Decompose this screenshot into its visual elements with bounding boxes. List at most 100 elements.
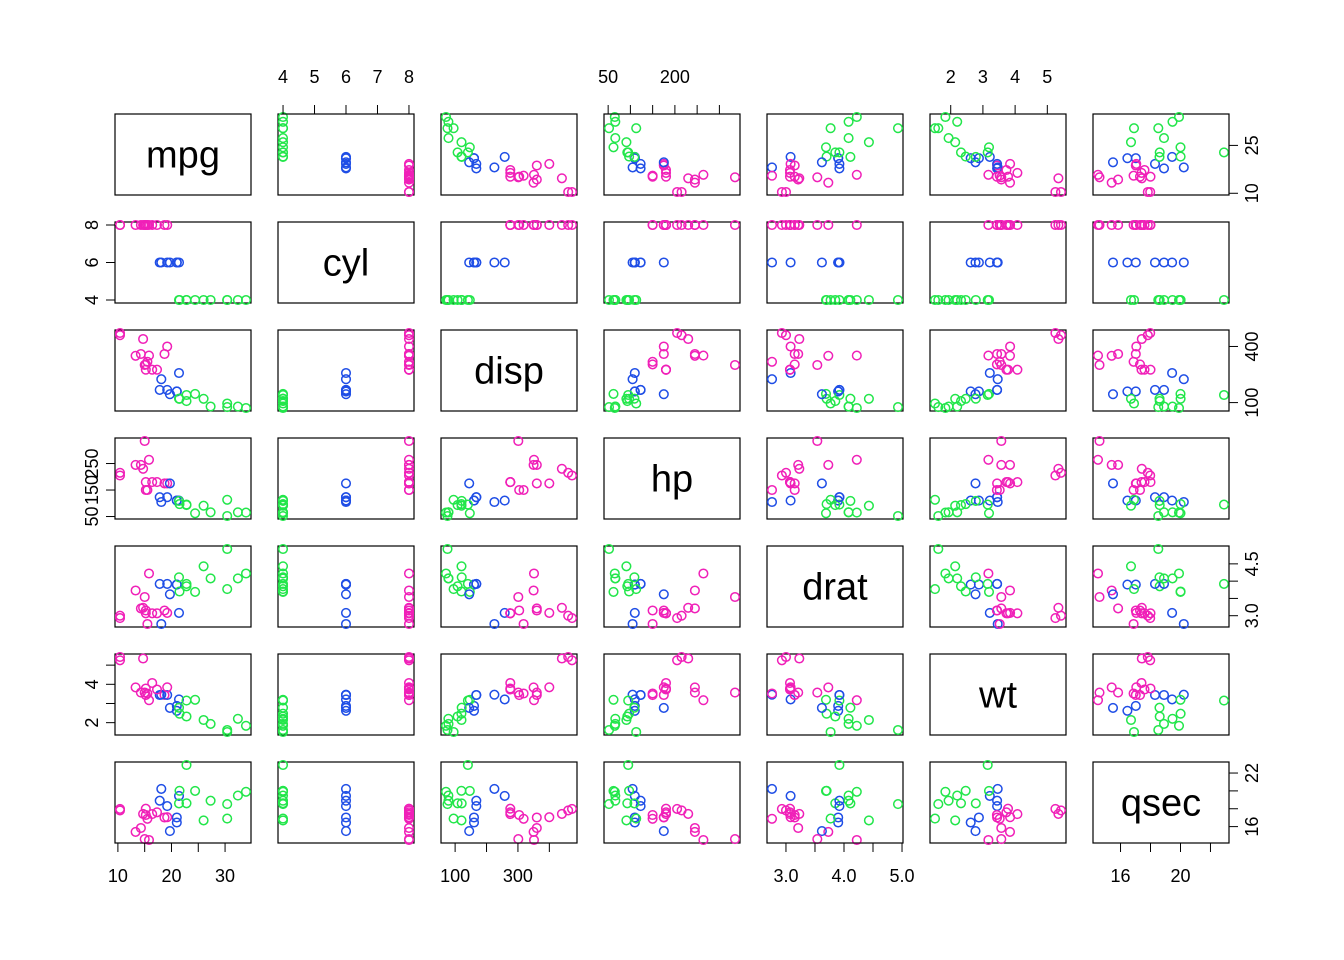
- point-15: [676, 610, 687, 621]
- point-31: [970, 798, 981, 809]
- point-21: [518, 618, 529, 630]
- point-18: [933, 294, 944, 306]
- point-10: [154, 384, 165, 395]
- point-10: [1158, 689, 1170, 701]
- point-29: [816, 157, 827, 168]
- point-23: [1106, 682, 1117, 693]
- point-14: [114, 470, 126, 481]
- point-26: [863, 500, 874, 511]
- point-30: [1094, 687, 1105, 698]
- panel-drat-vs-drat: drat: [766, 545, 904, 628]
- point-26: [950, 815, 961, 826]
- point-25: [843, 718, 854, 729]
- point-23: [130, 350, 141, 361]
- panel-frame: [929, 329, 1067, 412]
- point-30: [513, 172, 524, 183]
- point-30: [513, 435, 524, 447]
- point-20: [960, 294, 971, 306]
- point-3: [173, 367, 185, 379]
- point-15: [114, 805, 126, 816]
- point-14: [566, 186, 578, 198]
- point-26: [621, 137, 632, 148]
- point-31: [1154, 495, 1165, 506]
- point-23: [689, 177, 700, 188]
- point-27: [631, 123, 642, 134]
- tick-label: 100: [440, 866, 470, 886]
- point-5: [340, 618, 352, 630]
- point-10: [340, 492, 352, 503]
- point-27: [631, 398, 642, 409]
- point-29: [340, 589, 352, 600]
- point-28: [983, 568, 994, 579]
- panel-mpg-vs-mpg: mpg: [114, 113, 252, 196]
- x-axis-cyl: 4 5 6 7 8: [278, 67, 414, 115]
- point-17: [232, 573, 243, 584]
- point-9: [992, 158, 1003, 169]
- panel-frame: [277, 545, 415, 628]
- point-25: [205, 401, 216, 412]
- point-30: [403, 834, 415, 845]
- point-11: [403, 677, 415, 689]
- point-16: [403, 333, 415, 345]
- point-29: [164, 589, 175, 600]
- point-11: [1012, 167, 1023, 178]
- point-7: [983, 785, 995, 796]
- tick-label: 5: [310, 67, 320, 87]
- point-16: [1053, 173, 1064, 184]
- point-2: [1154, 147, 1165, 158]
- point-27: [222, 584, 233, 595]
- point-22: [1134, 690, 1146, 701]
- point-30: [139, 591, 150, 603]
- point-23: [130, 682, 141, 693]
- panel-frame: [766, 545, 904, 628]
- point-19: [940, 111, 951, 123]
- point-8: [1218, 499, 1230, 510]
- point-7: [608, 785, 619, 796]
- variable-label-hp: hp: [651, 459, 693, 501]
- panel-cyl-vs-mpg: [114, 219, 252, 306]
- point-16: [1053, 602, 1064, 613]
- point-26: [1125, 500, 1137, 511]
- point-21: [647, 618, 658, 630]
- point-26: [1125, 561, 1137, 572]
- panel-frame: [766, 113, 904, 196]
- point-25: [277, 401, 289, 412]
- point-6: [135, 348, 146, 360]
- point-29: [340, 826, 352, 837]
- point-23: [130, 459, 141, 470]
- point-24: [1005, 341, 1016, 352]
- point-21: [142, 356, 153, 367]
- point-24: [1131, 607, 1142, 618]
- point-13: [1145, 683, 1156, 694]
- point-12: [151, 807, 163, 818]
- panel-qsec-vs-hp: [603, 759, 741, 846]
- point-24: [162, 478, 173, 489]
- point-27: [929, 494, 941, 505]
- point-11: [784, 677, 796, 689]
- point-31: [629, 702, 640, 713]
- point-15: [676, 186, 687, 198]
- point-29: [970, 157, 981, 168]
- point-15: [676, 219, 687, 231]
- point-9: [1149, 384, 1161, 395]
- point-7: [190, 508, 201, 519]
- point-13: [1145, 364, 1156, 375]
- point-10: [992, 795, 1003, 806]
- point-28: [983, 834, 994, 846]
- point-20: [960, 586, 971, 597]
- point-30: [403, 359, 415, 371]
- point-23: [1106, 219, 1117, 231]
- point-21: [1128, 688, 1139, 699]
- point-21: [994, 618, 1005, 630]
- panel-frame: [440, 221, 578, 304]
- point-4: [531, 160, 542, 171]
- point-11: [147, 364, 158, 375]
- point-18: [442, 123, 453, 134]
- point-0: [340, 705, 352, 716]
- point-14: [1050, 219, 1061, 231]
- point-27: [448, 726, 459, 738]
- point-14: [1050, 327, 1061, 339]
- panel-mpg-vs-wt: [929, 111, 1067, 198]
- point-5: [1178, 162, 1189, 173]
- point-10: [1158, 257, 1170, 268]
